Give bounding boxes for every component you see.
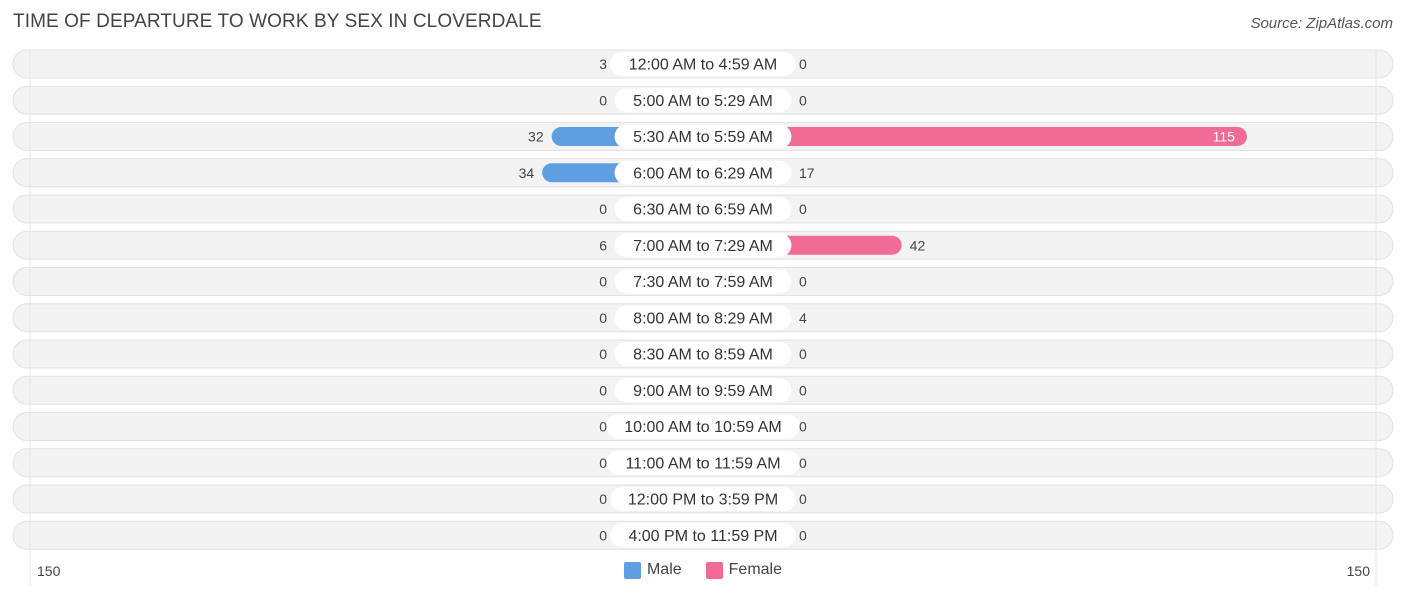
chart-title: TIME OF DEPARTURE TO WORK BY SEX IN CLOV… xyxy=(13,11,542,32)
category-label-pill xyxy=(606,450,800,475)
value-label-female: 0 xyxy=(799,382,807,398)
category-label-pill xyxy=(614,342,792,366)
axis-left-label: 150 xyxy=(37,563,61,579)
category-label: 11:00 AM to 11:59 AM xyxy=(625,455,780,472)
category-label: 9:00 AM to 9:59 AM xyxy=(633,383,773,400)
legend-swatch-male xyxy=(623,561,641,579)
category-label-pill xyxy=(606,414,800,439)
category-label-pill xyxy=(610,523,796,548)
value-label-male: 6 xyxy=(599,237,607,253)
value-label-male: 0 xyxy=(599,455,607,471)
category-label-pill xyxy=(614,378,792,403)
legend-item-male[interactable]: Male xyxy=(623,561,682,579)
value-label-male: 0 xyxy=(599,382,607,398)
value-label-male: 0 xyxy=(599,527,607,543)
legend-label-male: Male xyxy=(646,561,682,578)
legend-label-female: Female xyxy=(728,561,783,578)
category-label: 6:30 AM to 6:59 AM xyxy=(633,202,773,219)
value-label-male: 32 xyxy=(528,129,544,145)
category-label-pill xyxy=(614,233,792,258)
category-label: 8:00 AM to 8:29 AM xyxy=(633,310,773,327)
value-label-female: 4 xyxy=(799,310,807,326)
chart-rows: 12:00 AM to 4:59 AM 3 0 5:00 AM to 5:29 AM 0… xyxy=(12,49,1394,586)
category-label-pill xyxy=(614,197,792,221)
category-label-pill xyxy=(614,160,792,185)
category-label-pill xyxy=(614,269,792,294)
category-label-pill xyxy=(614,88,792,113)
value-label-male: 0 xyxy=(599,491,607,507)
category-label-pill xyxy=(610,487,796,511)
value-label-female: 0 xyxy=(799,201,807,217)
value-label-female: 0 xyxy=(799,455,807,471)
category-label: 8:30 AM to 8:59 AM xyxy=(633,347,773,364)
value-label-male: 0 xyxy=(599,419,607,435)
category-label: 5:00 AM to 5:29 AM xyxy=(633,93,773,110)
category-label-pill xyxy=(614,305,792,330)
value-label-male: 3 xyxy=(599,56,607,72)
category-label: 4:00 PM to 11:59 PM xyxy=(628,528,777,545)
value-label-male: 0 xyxy=(599,201,607,217)
category-label: 5:30 AM to 5:59 AM xyxy=(633,129,773,146)
category-label-pill xyxy=(610,52,796,76)
category-label: 12:00 PM to 3:59 PM xyxy=(628,492,778,509)
bar-female xyxy=(703,127,1247,146)
legend: Male Female xyxy=(0,561,1406,579)
axis-right-label: 150 xyxy=(1346,563,1370,579)
legend-swatch-female xyxy=(705,561,723,579)
value-label-female: 17 xyxy=(799,165,815,181)
category-label: 6:00 AM to 6:29 AM xyxy=(633,165,773,182)
value-label-female: 115 xyxy=(1213,129,1236,145)
category-label: 7:30 AM to 7:59 AM xyxy=(633,274,773,291)
value-label-male: 0 xyxy=(599,274,607,290)
category-label: 7:00 AM to 7:29 AM xyxy=(633,238,773,255)
value-label-female: 0 xyxy=(799,346,807,362)
value-label-male: 0 xyxy=(599,92,607,108)
value-label-female: 0 xyxy=(799,491,807,507)
chart-source: Source: ZipAtlas.com xyxy=(1250,15,1393,32)
value-label-male: 34 xyxy=(519,165,535,181)
category-label: 12:00 AM to 4:59 AM xyxy=(629,57,778,74)
value-label-female: 0 xyxy=(799,92,807,108)
value-label-female: 0 xyxy=(799,274,807,290)
value-label-female: 0 xyxy=(799,527,807,543)
legend-item-female[interactable]: Female xyxy=(705,561,783,579)
value-label-female: 42 xyxy=(910,237,926,253)
value-label-female: 0 xyxy=(799,419,807,435)
category-label-pill xyxy=(614,124,792,149)
category-label: 10:00 AM to 10:59 AM xyxy=(624,419,781,436)
value-label-female: 0 xyxy=(799,56,807,72)
value-label-male: 0 xyxy=(599,346,607,362)
value-label-male: 0 xyxy=(599,310,607,326)
